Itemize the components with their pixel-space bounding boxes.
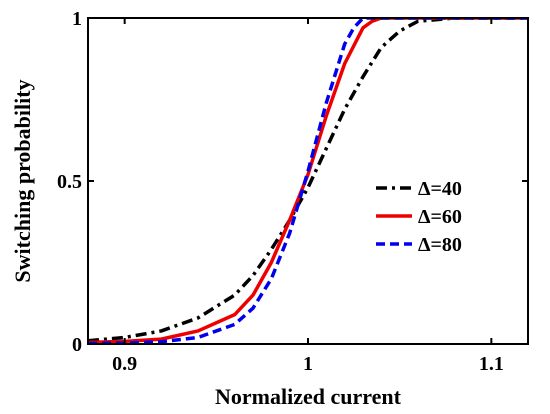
legend-label-2: Δ=60 xyxy=(418,206,462,228)
y-axis-label: Switching probability xyxy=(10,79,35,282)
y-axis-ticks: 00.51 xyxy=(57,8,528,356)
y-tick-label: 1 xyxy=(72,8,82,30)
x-axis-label: Normalized current xyxy=(215,384,402,409)
legend-label-3: Δ=80 xyxy=(418,234,462,256)
series-line-2 xyxy=(88,18,528,344)
y-tick-label: 0 xyxy=(72,334,82,356)
x-tick-label: 1 xyxy=(303,353,313,375)
x-axis-ticks: 0.9 1 1.1 xyxy=(112,18,504,375)
legend-label-1: Δ=40 xyxy=(418,178,462,200)
x-tick-label: 1.1 xyxy=(479,353,504,375)
legend: Δ=40 Δ=60 Δ=80 xyxy=(376,178,462,256)
x-tick-label: 0.9 xyxy=(112,353,137,375)
series-line-3 xyxy=(88,18,528,344)
series-line-1 xyxy=(88,18,528,343)
y-tick-label: 0.5 xyxy=(57,171,82,193)
plot-frame xyxy=(87,17,529,345)
series-curves xyxy=(88,18,528,344)
